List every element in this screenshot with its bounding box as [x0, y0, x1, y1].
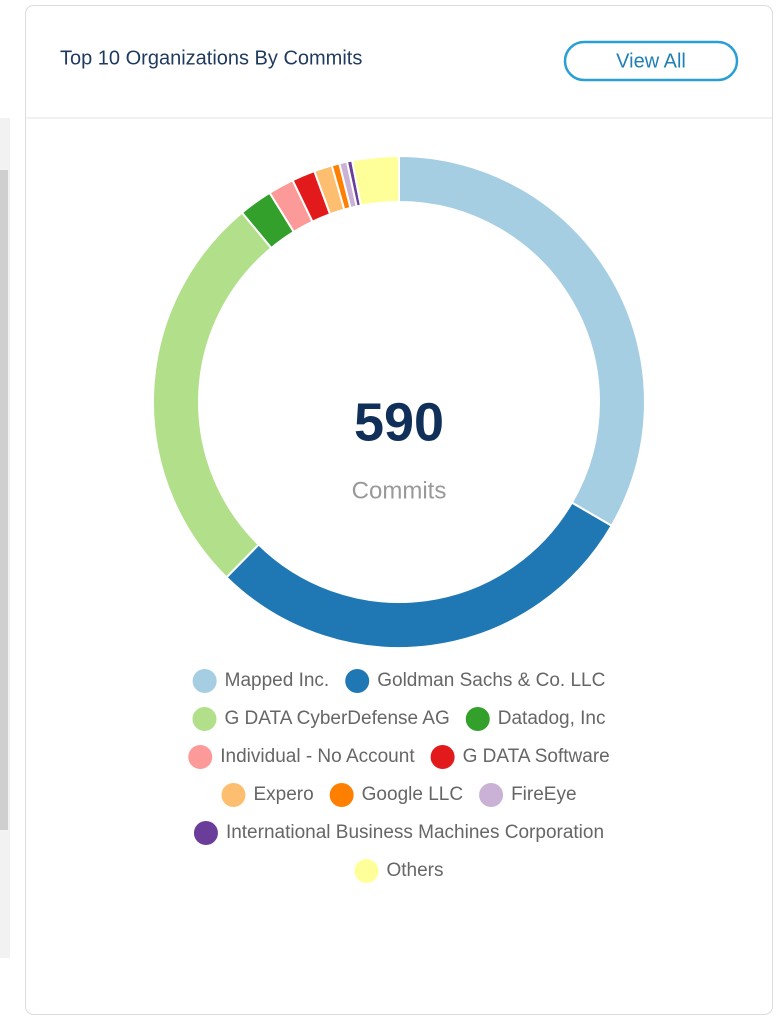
legend-swatch [188, 745, 213, 769]
view-all-button[interactable] [563, 40, 739, 82]
legend-label: Others [386, 860, 443, 881]
legend-swatch [345, 669, 370, 693]
legend-label: Mapped Inc. [225, 670, 330, 691]
legend-swatch [192, 669, 217, 693]
legend-label: G DATA CyberDefense AG [224, 708, 449, 729]
legend-label: Expero [253, 784, 313, 805]
legend-label: Individual - No Account [220, 746, 415, 767]
card-title: Top 10 Organizations By Commits [60, 47, 362, 69]
legend-row: G DATA CyberDefense AG Datadog, Inc [192, 707, 606, 731]
legend-label: G DATA Software [463, 746, 610, 767]
legend-row: Expero Google LLC FireEye [221, 783, 577, 807]
legend-swatch [465, 707, 490, 731]
legend-row: Others [354, 859, 444, 883]
legend-swatch [430, 745, 455, 769]
view-all-label[interactable]: View All [616, 50, 686, 72]
legend-row: International Business Machines Corporat… [193, 821, 604, 845]
legend-label: Goldman Sachs & Co. LLC [377, 670, 605, 691]
scrollbar [0, 170, 8, 830]
legend-row: Individual - No Account G DATA Software [188, 745, 610, 769]
legend-swatch [354, 859, 379, 883]
legend-label: Google LLC [362, 784, 463, 805]
legend-swatch [479, 783, 504, 807]
total-value: 590 [354, 392, 444, 452]
legend-label: International Business Machines Corporat… [226, 822, 604, 843]
legend-label: Datadog, Inc [498, 708, 606, 729]
legend-swatch [221, 783, 246, 807]
donut-segment [350, 154, 400, 207]
legend-swatch [193, 821, 218, 845]
legend-swatch [192, 707, 217, 731]
total-label: Commits [352, 477, 447, 504]
legend-label: FireEye [511, 784, 576, 805]
legend-swatch [329, 783, 354, 807]
legend-row: Mapped Inc. Goldman Sachs & Co. LLC [192, 669, 605, 693]
